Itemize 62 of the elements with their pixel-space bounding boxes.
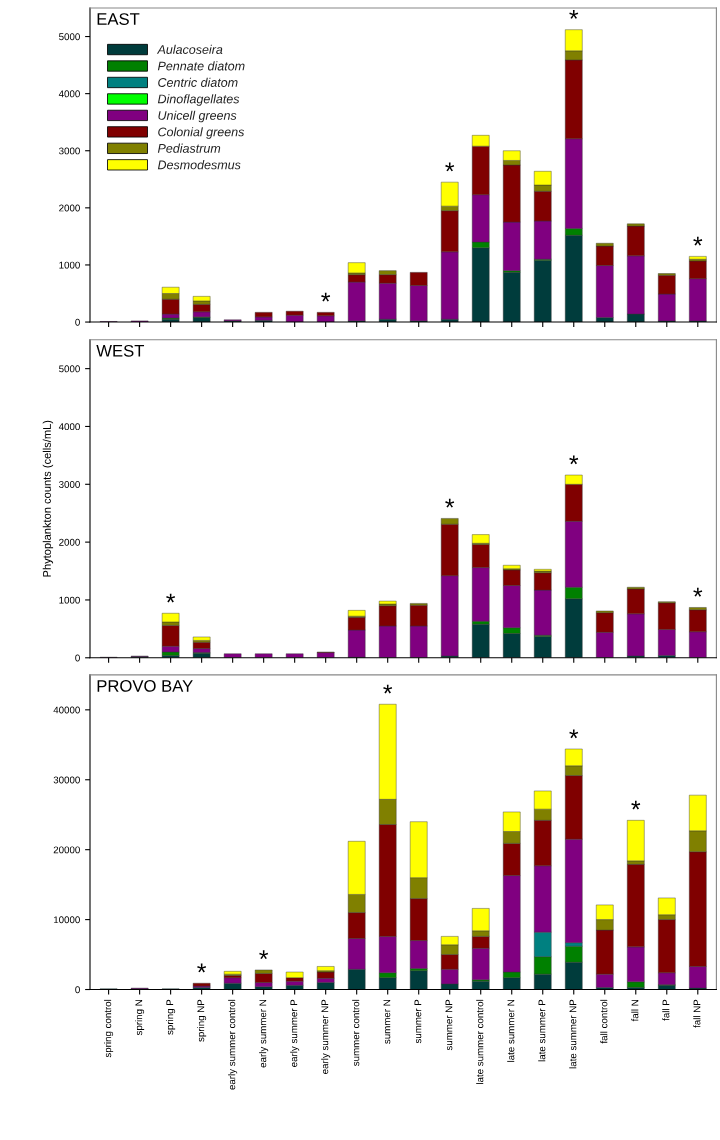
annotation: * xyxy=(569,729,579,739)
x-tick-label: early summer P xyxy=(290,999,300,1067)
y-tick-label: 10000 xyxy=(53,916,80,924)
y-tick-label: 0 xyxy=(75,318,80,326)
x-tick-label: late summer P xyxy=(538,999,546,1062)
x-tick-label: summer NP xyxy=(445,999,453,1051)
legend-label: Dinoflagellates xyxy=(157,94,240,106)
x-tick-label: spring NP xyxy=(197,999,207,1042)
x-tick-label: fall N xyxy=(631,1000,639,1022)
annotation: * xyxy=(569,455,579,465)
x-tick-label: fall P xyxy=(662,999,670,1021)
y-tick-label: 20000 xyxy=(53,846,80,854)
y-tick-label: 2000 xyxy=(59,204,80,212)
annotation: * xyxy=(166,593,176,603)
legend-label: Pennate diatom xyxy=(157,61,245,71)
x-tick-label: early summer NP xyxy=(321,999,331,1074)
legend-label: Colonial greens xyxy=(158,127,245,139)
y-tick-label: 4000 xyxy=(58,423,80,431)
x-tick-label: summer P xyxy=(414,999,422,1044)
y-tick-label: 0 xyxy=(75,654,80,662)
chart-title: PROVO BAY xyxy=(97,680,193,692)
y-tick-label: 1000 xyxy=(59,261,80,269)
annotation: * xyxy=(569,10,579,19)
chart-title: WEST xyxy=(96,344,145,357)
x-tick-label: fall control xyxy=(600,999,608,1044)
annotation: * xyxy=(259,950,269,960)
chart-title: EAST xyxy=(97,13,140,25)
annotation: * xyxy=(197,963,207,973)
y-tick-label: 1000 xyxy=(59,596,80,604)
x-tick-label: spring P xyxy=(166,999,176,1035)
y-tick-label: 3000 xyxy=(59,147,80,155)
annotation: * xyxy=(383,684,393,694)
legend-label: Pediastrum xyxy=(157,143,221,153)
legend-label: Aulacoseira xyxy=(156,44,223,54)
y-tick-label: 30000 xyxy=(53,776,80,784)
x-tick-label: spring control xyxy=(104,999,114,1058)
annotation: * xyxy=(445,498,455,508)
y-tick-label: 5000 xyxy=(59,365,80,373)
x-tick-label: summer control xyxy=(352,999,360,1066)
annotation: * xyxy=(693,587,703,597)
legend-label: Unicell greens xyxy=(158,110,237,123)
y-tick-label: 40000 xyxy=(53,706,80,714)
legend-label: Desmodesmus xyxy=(157,160,241,170)
x-tick-label: spring N xyxy=(135,1000,145,1036)
annotation: * xyxy=(321,292,331,302)
y-tick-label: 2000 xyxy=(59,538,80,546)
y-tick-label: 4000 xyxy=(58,90,80,98)
legend-label: Centric diatom xyxy=(158,77,238,87)
annotation: * xyxy=(445,162,455,172)
x-tick-label: early summer N xyxy=(259,1000,269,1068)
y-tick-label: 5000 xyxy=(59,33,80,41)
x-tick-label: late summer NP xyxy=(569,999,577,1069)
x-tick-label: summer N xyxy=(383,1000,391,1044)
x-tick-label: early summer control xyxy=(228,999,238,1090)
annotation: * xyxy=(693,236,703,246)
annotation: * xyxy=(631,800,641,810)
x-tick-label: late summer control xyxy=(476,999,484,1084)
y-tick-label: 0 xyxy=(75,986,80,994)
y-tick-label: 3000 xyxy=(59,481,80,488)
y-axis-title: Phytoplankton counts (cells/mL) xyxy=(42,420,54,577)
x-tick-label: fall NP xyxy=(693,999,701,1028)
x-tick-label: late summer N xyxy=(507,1000,515,1062)
